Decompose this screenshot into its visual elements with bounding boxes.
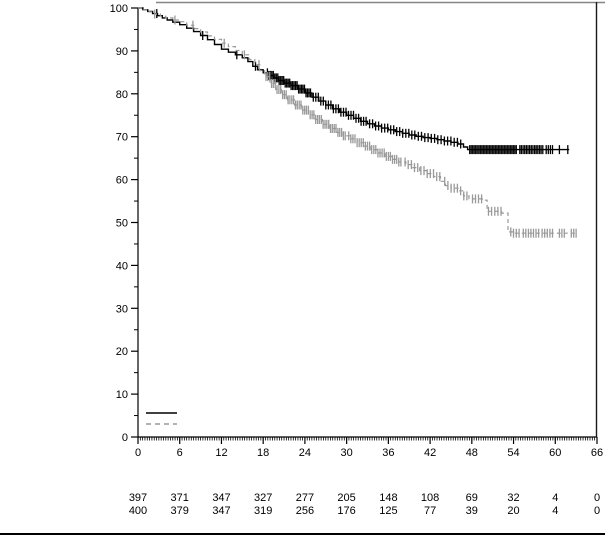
- at-risk-count: 69: [466, 492, 478, 504]
- x-tick-label: 42: [424, 447, 436, 459]
- at-risk-count: 77: [424, 505, 436, 517]
- at-risk-count: 397: [129, 492, 147, 504]
- at-risk-count: 347: [212, 505, 230, 517]
- at-risk-row-group-1-solid: 397 371 347 327 277 205 148 108 69 32 4 0: [129, 492, 600, 504]
- at-risk-count: 20: [507, 505, 519, 517]
- y-tick-label: 30: [116, 303, 128, 315]
- at-risk-count: 347: [212, 492, 230, 504]
- x-tick-label: 0: [135, 447, 141, 459]
- x-tick-label: 12: [215, 447, 227, 459]
- x-tick-label: 66: [591, 447, 603, 459]
- y-tick-label: 50: [116, 218, 128, 230]
- x-tick-label: 36: [382, 447, 394, 459]
- at-risk-count: 176: [337, 505, 355, 517]
- at-risk-count: 277: [296, 492, 314, 504]
- x-tick-label: 18: [257, 447, 269, 459]
- x-tick-label: 60: [549, 447, 561, 459]
- at-risk-count: 4: [552, 492, 558, 504]
- y-tick-label: 80: [116, 89, 128, 101]
- at-risk-count: 400: [129, 505, 147, 517]
- x-tick-label: 54: [507, 447, 519, 459]
- at-risk-count: 108: [421, 492, 439, 504]
- survival-curve-group-1-solid: [138, 7, 570, 151]
- at-risk-count: 4: [552, 505, 558, 517]
- at-risk-count: 256: [296, 505, 314, 517]
- x-tick-label: 6: [177, 447, 183, 459]
- y-tick-label: 100: [110, 3, 128, 15]
- at-risk-count: 327: [254, 492, 272, 504]
- bottom-rule: [0, 533, 605, 535]
- at-risk-count: 32: [507, 492, 519, 504]
- at-risk-count: 379: [171, 505, 189, 517]
- y-tick-label: 10: [116, 389, 128, 401]
- at-risk-row-group-2-dashed: 400 379 347 319 256 176 125 77 39 20 4 0: [129, 505, 600, 517]
- at-risk-count: 125: [379, 505, 397, 517]
- at-risk-count: 319: [254, 505, 272, 517]
- at-risk-count: 39: [466, 505, 478, 517]
- at-risk-count: 371: [171, 492, 189, 504]
- at-risk-count: 148: [379, 492, 397, 504]
- y-tick-label: 40: [116, 260, 128, 272]
- x-tick-label: 24: [299, 447, 311, 459]
- y-tick-label: 20: [116, 346, 128, 358]
- y-tick-label: 0: [122, 432, 128, 444]
- at-risk-count: 205: [337, 492, 355, 504]
- y-tick-label: 90: [116, 46, 128, 58]
- survival-curve-group-2-dashed: [138, 7, 577, 234]
- x-tick-label: 48: [466, 447, 478, 459]
- x-tick-label: 30: [341, 447, 353, 459]
- censor-ticks-group-2-dashed: [154, 9, 577, 238]
- y-tick-label: 70: [116, 132, 128, 144]
- at-risk-count: 0: [594, 505, 600, 517]
- censor-ticks-group-1-solid: [156, 9, 569, 155]
- y-tick-label: 60: [116, 175, 128, 187]
- at-risk-count: 0: [594, 492, 600, 504]
